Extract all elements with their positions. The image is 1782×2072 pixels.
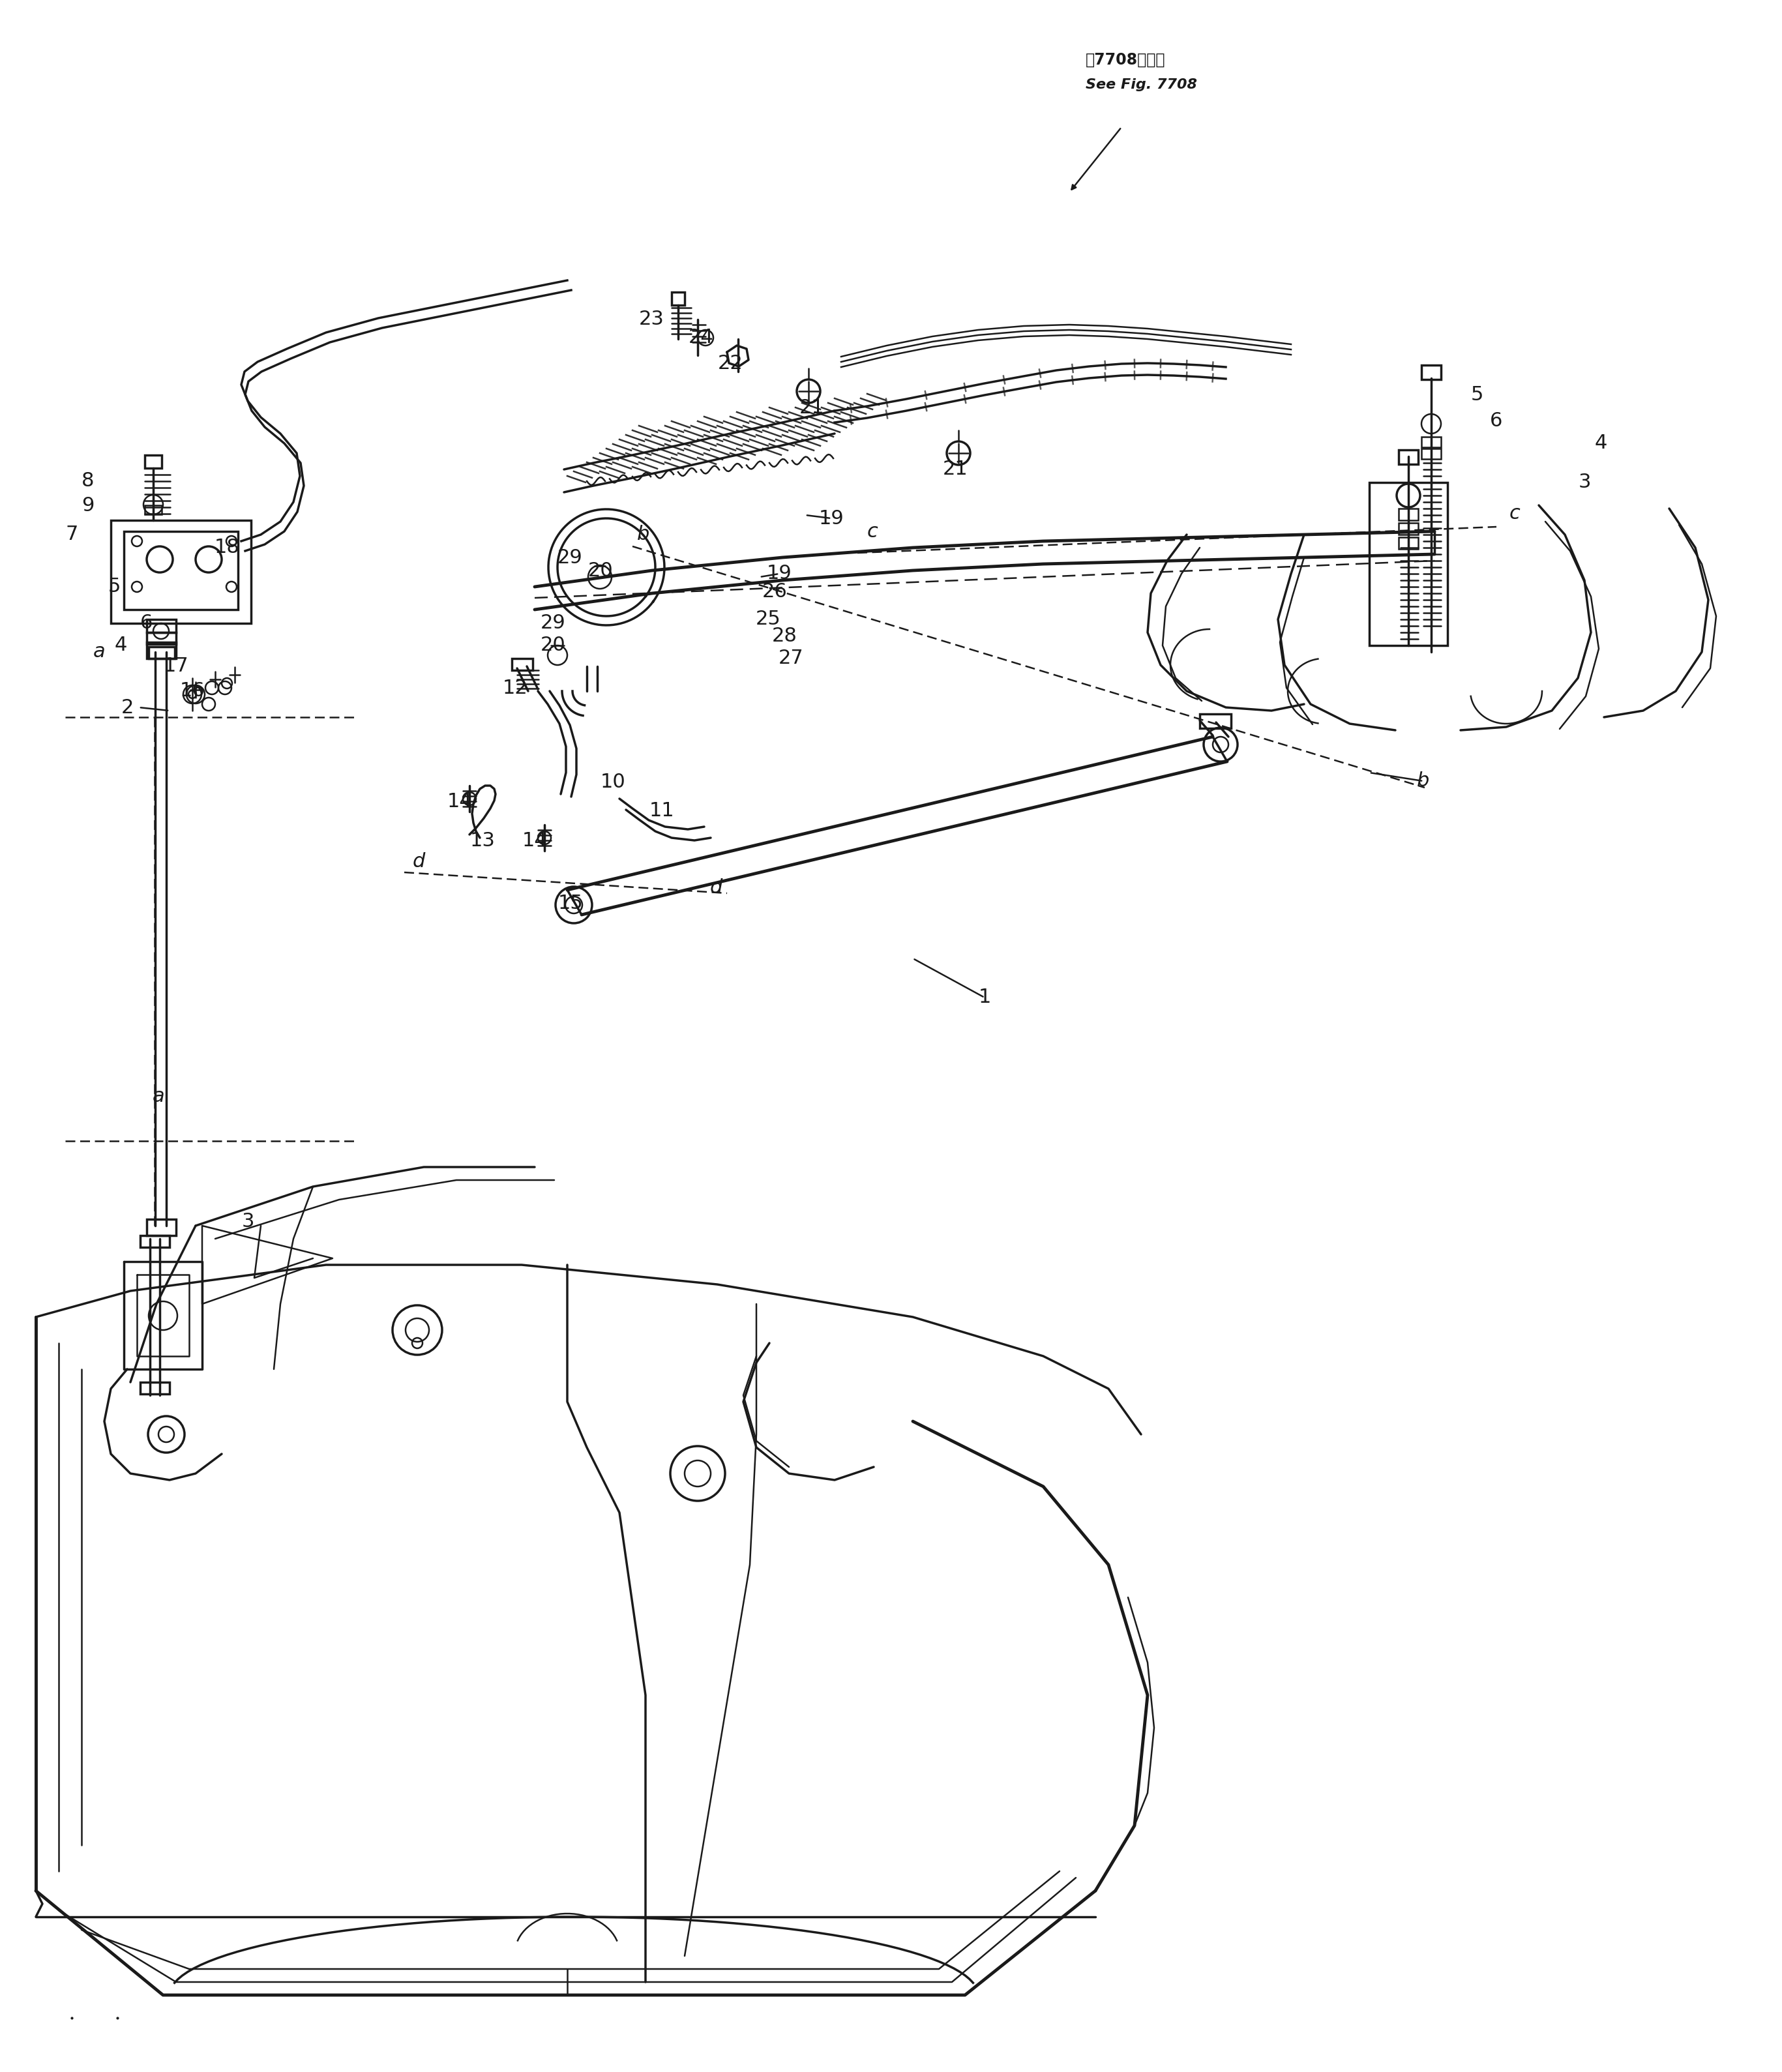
Bar [511, 659, 533, 669]
Text: 10: 10 [601, 773, 625, 792]
Text: 22: 22 [718, 354, 743, 373]
Text: b: b [1417, 771, 1429, 792]
Bar [1399, 508, 1418, 520]
Bar [146, 620, 176, 632]
Text: 14: 14 [447, 792, 472, 812]
Text: 3: 3 [241, 1212, 255, 1231]
Text: 24: 24 [688, 327, 713, 348]
Text: a: a [151, 1088, 164, 1106]
Text: c: c [868, 522, 879, 541]
Text: 5: 5 [107, 578, 121, 597]
Text: 15: 15 [558, 893, 583, 912]
Text: 13: 13 [470, 831, 495, 850]
Bar [1199, 715, 1231, 727]
Text: a: a [93, 642, 105, 661]
Text: 18: 18 [214, 539, 239, 557]
Bar [146, 642, 176, 659]
Text: c: c [1509, 503, 1520, 524]
Text: 8: 8 [82, 472, 94, 491]
Text: 6: 6 [141, 613, 153, 632]
Text: 29: 29 [558, 547, 583, 568]
Bar [672, 292, 684, 305]
Text: 20: 20 [588, 562, 613, 580]
Text: 1: 1 [978, 988, 991, 1007]
Text: 29: 29 [540, 613, 565, 632]
Text: 27: 27 [779, 649, 804, 667]
Bar [141, 1235, 169, 1247]
Text: 25: 25 [756, 609, 781, 628]
Bar [148, 646, 175, 659]
Text: 12: 12 [503, 678, 527, 698]
Bar [1422, 437, 1442, 448]
Text: d: d [709, 879, 722, 897]
Bar [1399, 450, 1418, 464]
Bar [110, 520, 251, 624]
Text: b: b [638, 524, 650, 545]
Text: 21: 21 [943, 460, 968, 479]
Text: 4: 4 [1595, 433, 1607, 454]
Text: 11: 11 [649, 802, 674, 821]
Text: 20: 20 [540, 636, 565, 655]
Bar [1399, 537, 1418, 549]
Text: 28: 28 [772, 626, 797, 644]
Text: 17: 17 [164, 657, 189, 675]
Text: 19: 19 [818, 510, 845, 528]
Text: 3: 3 [1579, 472, 1591, 491]
Text: 21: 21 [798, 398, 825, 416]
Text: 5: 5 [1470, 385, 1483, 404]
Text: 23: 23 [638, 311, 665, 329]
Bar [1369, 483, 1447, 646]
Bar [144, 456, 162, 468]
Text: 4: 4 [114, 636, 127, 655]
Text: 16: 16 [180, 682, 205, 700]
Text: 26: 26 [763, 582, 788, 601]
Bar [144, 506, 162, 514]
Bar [146, 632, 176, 644]
Bar [1399, 522, 1418, 535]
Text: 6: 6 [1490, 410, 1502, 431]
Text: 2: 2 [121, 698, 134, 717]
Text: 14: 14 [522, 831, 547, 850]
Text: 9: 9 [82, 495, 94, 514]
Text: d: d [412, 852, 424, 872]
Text: 7: 7 [66, 524, 78, 545]
Text: 19: 19 [766, 564, 791, 582]
Bar [125, 530, 239, 609]
Text: See Fig. 7708: See Fig. 7708 [1085, 79, 1198, 91]
Text: 第7708図参照: 第7708図参照 [1085, 52, 1165, 68]
Bar [1422, 365, 1442, 379]
Bar [146, 1218, 176, 1235]
Bar [1422, 448, 1442, 460]
Bar [141, 1382, 169, 1394]
